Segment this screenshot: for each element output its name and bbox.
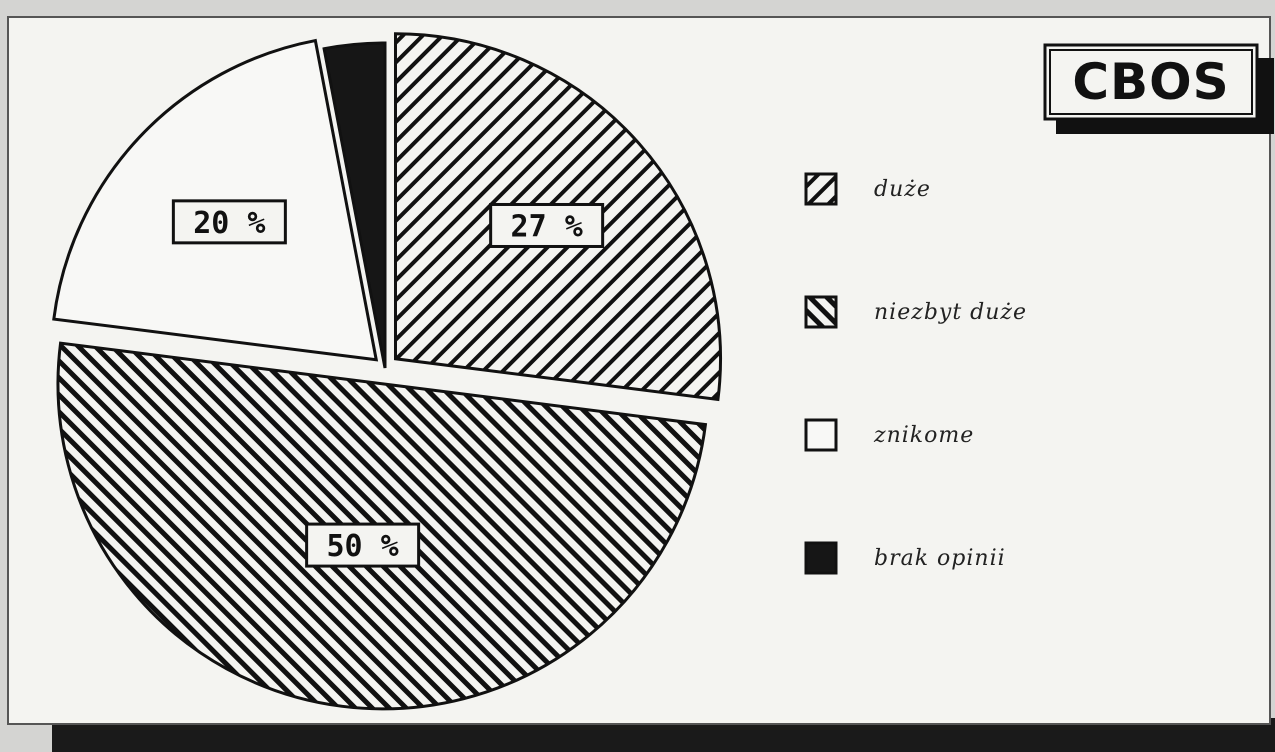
legend-swatch xyxy=(804,541,838,575)
legend-item-niezbyt-duze: niezbyt duże xyxy=(804,295,1027,329)
value-label-text: 50 % xyxy=(327,529,399,564)
value-label-box xyxy=(171,199,287,245)
brand-text: CBOS xyxy=(1072,53,1229,111)
legend-item-brak-opinii: brak opinii xyxy=(804,541,1006,575)
legend-swatch xyxy=(804,295,838,329)
value-labels-layer: 27 % 50 % 20 % xyxy=(171,199,605,568)
value-label-text: 20 % xyxy=(193,206,265,241)
value-label-duze: 27 % xyxy=(489,202,605,248)
value-label-box xyxy=(489,202,605,248)
pie-slice-brak-opinii xyxy=(322,41,387,369)
legend-swatch xyxy=(804,172,838,206)
legend-item-znikome: znikome xyxy=(804,418,974,452)
brand-logo: CBOS xyxy=(1043,43,1274,134)
legend-label: znikome xyxy=(873,423,974,448)
brand-box xyxy=(1043,43,1259,121)
legend-item-duze: duże xyxy=(804,172,931,206)
brand-box-inner xyxy=(1049,49,1253,115)
legend-label: brak opinii xyxy=(874,546,1006,571)
legend-swatch xyxy=(804,418,838,452)
legend: duże niezbyt duże znikome brak opinii xyxy=(804,172,1027,575)
legend-label: niezbyt duże xyxy=(874,300,1027,325)
legend-label: duże xyxy=(874,177,931,202)
value-label-box xyxy=(305,522,421,568)
value-label-text: 27 % xyxy=(511,209,583,244)
value-label-niezbyt-duze: 50 % xyxy=(305,522,421,568)
value-label-znikome: 20 % xyxy=(171,199,287,245)
